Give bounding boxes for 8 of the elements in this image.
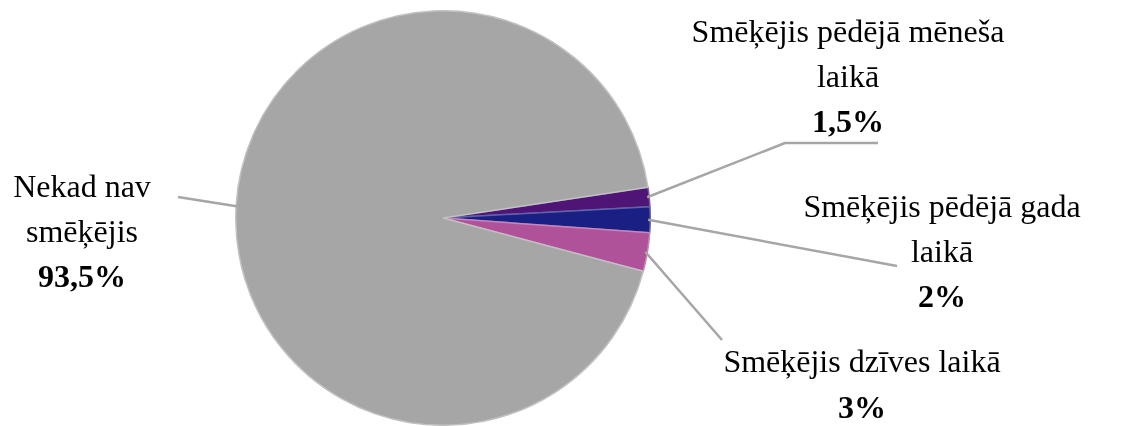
slice-label: Smēķējis dzīves laikā <box>723 343 1001 379</box>
slice-label: Smēķējis pēdējā mēneša laikā <box>691 13 1005 94</box>
data-label: 93,5% <box>38 258 126 294</box>
data-label: 2% <box>918 278 966 314</box>
data-label: 1,5% <box>812 103 884 139</box>
slice-label: Smēķējis pēdējā gada laikā <box>803 188 1081 269</box>
slice-label: Nekad nav smēķējis <box>13 168 151 249</box>
data-label: 3% <box>838 389 886 425</box>
